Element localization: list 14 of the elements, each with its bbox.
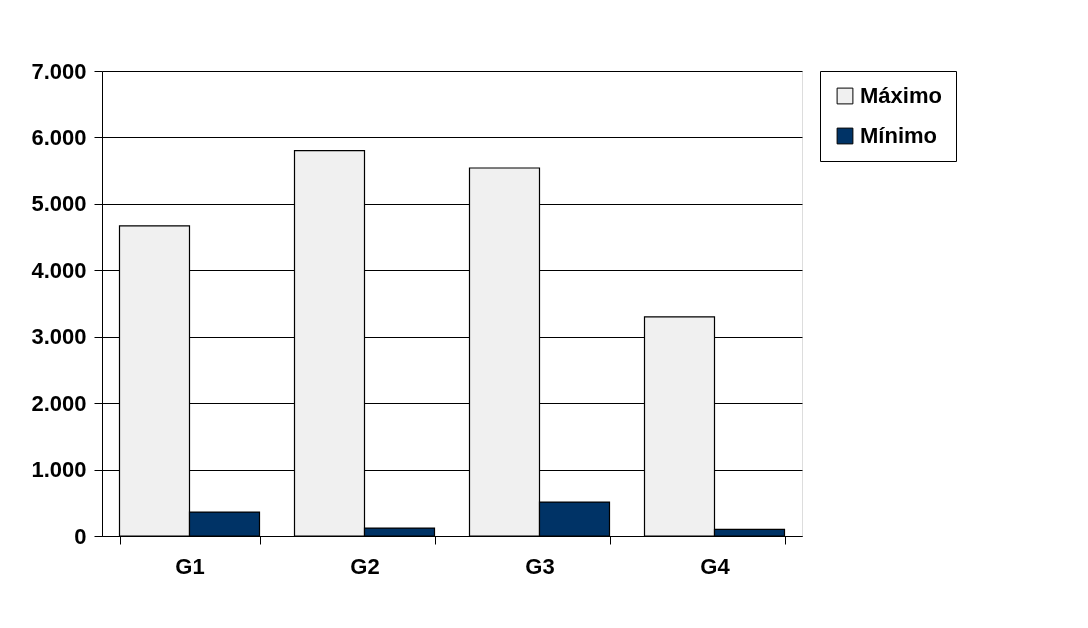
x-tick-label: G4 — [700, 553, 731, 579]
y-tick-label: 4.000 — [31, 257, 87, 283]
y-tick-label: 1.000 — [31, 457, 87, 483]
x-tick-label: G1 — [175, 553, 205, 579]
x-tick-label: G2 — [350, 553, 380, 579]
legend-label: Mínimo — [860, 123, 937, 148]
y-tick-label: 3.000 — [31, 324, 87, 350]
legend-label: Máximo — [860, 83, 942, 108]
y-tick-label: 7.000 — [31, 58, 87, 84]
x-tick-label: G3 — [525, 553, 555, 579]
y-tick-label: 0 — [74, 523, 87, 549]
y-tick-label: 2.000 — [31, 390, 87, 416]
y-tick-label: 6.000 — [31, 124, 87, 150]
y-tick-label: 5.000 — [31, 191, 87, 217]
